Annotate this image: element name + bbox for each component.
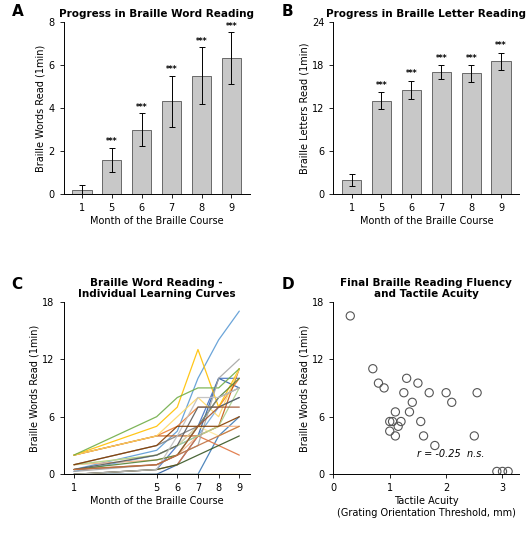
Point [385,417,394,426]
Bar [222,58,241,195]
Title: Final Braille Reading Fluency
and Tactile Acuity: Final Braille Reading Fluency and Tactil… [340,278,513,299]
Point [346,312,355,320]
Point [391,407,400,416]
Point [473,389,481,397]
Y-axis label: Braille Words Read (1min): Braille Words Read (1min) [30,324,39,452]
Point [417,417,425,426]
Title: Progress in Braille Word Reading: Progress in Braille Word Reading [59,9,254,19]
Point [405,407,414,416]
Point [385,427,394,436]
Text: ***: *** [465,53,477,63]
Text: A: A [12,4,23,19]
Y-axis label: Braille Words Read (1min): Braille Words Read (1min) [36,44,46,171]
Text: ***: *** [376,81,387,90]
Text: ***: *** [226,22,237,31]
Point [498,467,507,476]
Text: ***: *** [405,70,417,79]
Text: ***: *** [436,53,447,63]
X-axis label: Month of the Braille Course: Month of the Braille Course [359,216,493,226]
Title: Progress in Braille Letter Reading: Progress in Braille Letter Reading [326,9,526,19]
Point [374,379,383,388]
Point [425,389,434,397]
X-axis label: Tactile Acuity
(Grating Orientation Threshold, mm): Tactile Acuity (Grating Orientation Thre… [337,496,516,518]
Point [380,384,388,392]
Text: ***: *** [106,137,118,146]
Text: B: B [281,4,293,19]
Bar [462,73,481,195]
Bar [491,61,511,195]
Text: ***: *** [196,37,207,46]
Point [400,389,408,397]
Point [442,389,450,397]
Text: ***: *** [166,65,178,74]
Point [447,398,456,406]
X-axis label: Month of the Braille Course: Month of the Braille Course [90,496,224,506]
Bar [402,90,421,195]
Bar [162,101,181,195]
Text: C: C [12,278,23,292]
Point [397,417,405,426]
Bar [431,72,451,195]
Bar [72,190,92,195]
Point [430,441,439,450]
Bar [192,75,211,195]
Point [492,467,501,476]
Text: ***: *** [136,102,147,112]
Y-axis label: Braille Letters Read (1min): Braille Letters Read (1min) [299,42,309,174]
X-axis label: Month of the Braille Course: Month of the Braille Course [90,216,224,226]
Bar [102,160,121,195]
Point [419,432,428,440]
Title: Braille Word Reading -
Individual Learning Curves: Braille Word Reading - Individual Learni… [78,278,235,299]
Text: ***: *** [496,42,507,50]
Text: D: D [281,278,294,292]
Y-axis label: Braille Words Read (1min): Braille Words Read (1min) [299,324,309,452]
Bar [342,180,361,195]
Point [408,398,417,406]
Bar [132,129,152,195]
Bar [372,101,391,195]
Point [394,422,402,431]
Point [470,432,479,440]
Point [414,379,422,388]
Point [402,374,411,383]
Point [388,417,397,426]
Point [391,432,400,440]
Point [504,467,513,476]
Text: r = -0.25  n.s.: r = -0.25 n.s. [417,449,484,459]
Point [368,364,377,373]
